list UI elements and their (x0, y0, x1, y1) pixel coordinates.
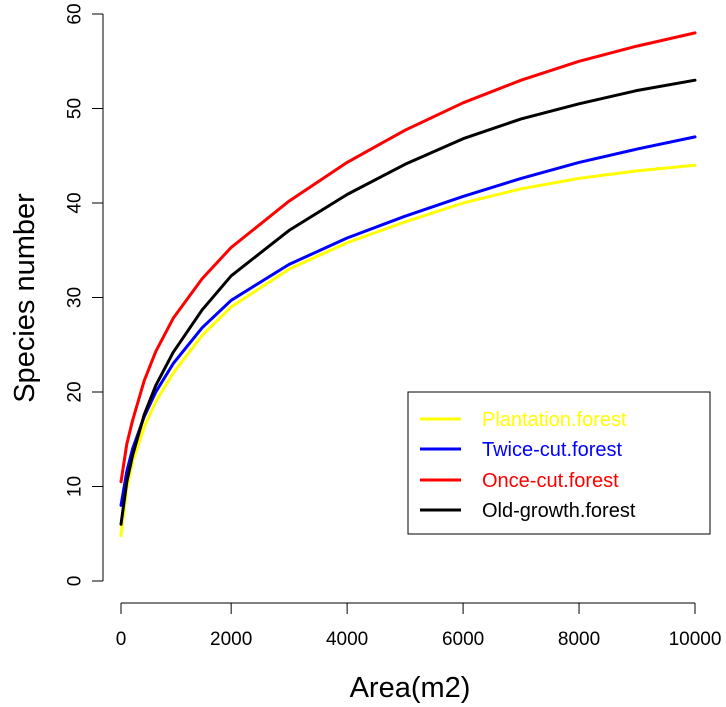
legend-label-old-growth-forest: Old-growth.forest (482, 500, 636, 522)
x-tick-label: 0 (116, 629, 127, 650)
x-tick-label: 2000 (210, 629, 252, 650)
legend-label-twice-cut-forest: Twice-cut.forest (482, 439, 622, 461)
y-tick-label: 40 (65, 192, 86, 213)
y-tick-label: 0 (65, 576, 86, 587)
series-lines (119, 31, 697, 538)
legend-label-plantation-forest: Plantation.forest (482, 409, 627, 431)
series-line-once-cut-forest (119, 31, 697, 484)
x-axis-title: Area(m2) (350, 672, 471, 704)
y-tick-label: 20 (65, 381, 86, 402)
y-tick-label: 50 (65, 98, 86, 119)
x-axis: 0 2000 4000 6000 8000 10000 (116, 602, 722, 650)
y-tick-label: 10 (65, 476, 86, 497)
y-axis: 0 10 20 30 40 50 60 (65, 3, 104, 587)
legend: Plantation.forest Twice-cut.forest Once-cu… (407, 391, 711, 535)
y-tick-label: 60 (65, 3, 86, 24)
series-line-plantation-forest (119, 163, 697, 538)
x-tick-label: 10000 (669, 629, 722, 650)
series-line-old-growth-forest (119, 78, 697, 526)
y-axis-title: Species number (9, 193, 41, 403)
x-tick-label: 8000 (558, 629, 600, 650)
y-tick-label: 30 (65, 287, 86, 308)
x-tick-label: 4000 (326, 629, 368, 650)
x-tick-label: 6000 (442, 629, 484, 650)
legend-label-once-cut-forest: Once-cut.forest (482, 470, 619, 492)
